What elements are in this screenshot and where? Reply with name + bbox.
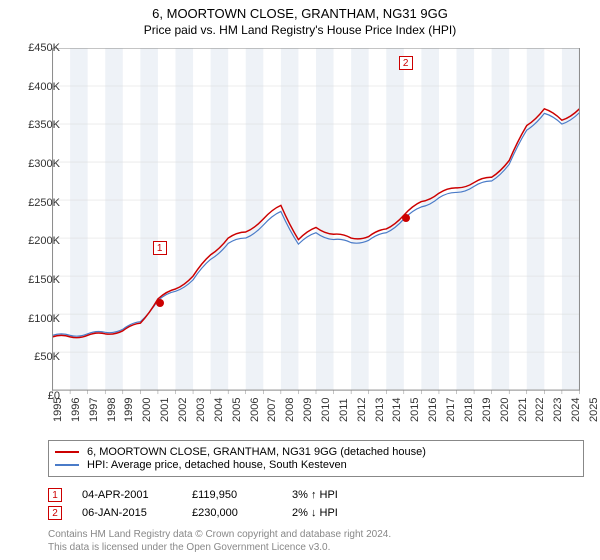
sale-marker-dot: [156, 299, 164, 307]
x-axis-label: 1996: [70, 398, 82, 422]
sale-date: 06-JAN-2015: [82, 507, 172, 519]
x-axis-label: 2021: [517, 398, 529, 422]
x-axis-label: 2005: [231, 398, 243, 422]
x-axis-label: 2019: [481, 398, 493, 422]
page-subtitle: Price paid vs. HM Land Registry's House …: [0, 21, 600, 37]
y-axis-label: £450K: [28, 42, 60, 54]
x-axis-label: 2006: [249, 398, 261, 422]
page-title: 6, MOORTOWN CLOSE, GRANTHAM, NG31 9GG: [0, 0, 600, 21]
x-axis-label: 2001: [159, 398, 171, 422]
y-axis-label: £150K: [28, 274, 60, 286]
sale-marker-box: 1: [153, 241, 167, 255]
x-axis-label: 2010: [320, 398, 332, 422]
x-axis-label: 2025: [588, 398, 600, 422]
x-axis-label: 2023: [552, 398, 564, 422]
x-axis-label: 2003: [195, 398, 207, 422]
x-axis-label: 2009: [302, 398, 314, 422]
sale-marker-box: 2: [399, 56, 413, 70]
x-axis-label: 1999: [123, 398, 135, 422]
y-axis-label: £300K: [28, 158, 60, 170]
sale-delta: 3% ↑ HPI: [292, 489, 338, 501]
legend-swatch: [55, 464, 79, 466]
legend-item: 6, MOORTOWN CLOSE, GRANTHAM, NG31 9GG (d…: [55, 446, 577, 458]
x-axis-label: 1998: [106, 398, 118, 422]
x-axis-label: 2020: [499, 398, 511, 422]
legend: 6, MOORTOWN CLOSE, GRANTHAM, NG31 9GG (d…: [48, 440, 584, 477]
x-axis-label: 1995: [52, 398, 64, 422]
x-axis-label: 2008: [284, 398, 296, 422]
footer-line1: Contains HM Land Registry data © Crown c…: [48, 528, 391, 541]
y-axis-label: £50K: [34, 351, 60, 363]
y-axis-label: £350K: [28, 119, 60, 131]
legend-item: HPI: Average price, detached house, Sout…: [55, 459, 577, 471]
sale-price: £119,950: [192, 489, 272, 501]
x-axis-label: 2022: [534, 398, 546, 422]
y-axis-label: £250K: [28, 197, 60, 209]
sales-list: 1 04-APR-2001 £119,950 3% ↑ HPI 2 06-JAN-…: [48, 484, 338, 524]
sale-row: 2 06-JAN-2015 £230,000 2% ↓ HPI: [48, 506, 338, 520]
x-axis-label: 2004: [213, 398, 225, 422]
x-axis-label: 2018: [463, 398, 475, 422]
x-axis-label: 1997: [88, 398, 100, 422]
x-axis-label: 2016: [427, 398, 439, 422]
y-axis-label: £100K: [28, 313, 60, 325]
sale-delta: 2% ↓ HPI: [292, 507, 338, 519]
legend-label: HPI: Average price, detached house, Sout…: [87, 459, 347, 471]
x-axis-label: 2011: [338, 398, 350, 422]
x-axis-label: 2007: [266, 398, 278, 422]
x-axis-label: 2015: [409, 398, 421, 422]
sale-price: £230,000: [192, 507, 272, 519]
sale-row-marker: 2: [48, 506, 62, 520]
sale-date: 04-APR-2001: [82, 489, 172, 501]
x-axis-label: 2012: [356, 398, 368, 422]
footer-line2: This data is licensed under the Open Gov…: [48, 541, 391, 554]
sale-row-marker: 1: [48, 488, 62, 502]
y-axis-label: £200K: [28, 235, 60, 247]
sale-row: 1 04-APR-2001 £119,950 3% ↑ HPI: [48, 488, 338, 502]
x-axis-label: 2024: [570, 398, 582, 422]
x-axis-label: 2000: [141, 398, 153, 422]
chart: 12: [48, 48, 584, 396]
legend-swatch: [55, 451, 79, 453]
y-axis-label: £400K: [28, 81, 60, 93]
x-axis-label: 2013: [374, 398, 386, 422]
x-axis-label: 2002: [177, 398, 189, 422]
legend-label: 6, MOORTOWN CLOSE, GRANTHAM, NG31 9GG (d…: [87, 446, 426, 458]
chart-svg: [48, 48, 584, 396]
sale-marker-dot: [402, 214, 410, 222]
x-axis-label: 2017: [445, 398, 457, 422]
x-axis-label: 2014: [391, 398, 403, 422]
footer: Contains HM Land Registry data © Crown c…: [48, 528, 391, 554]
